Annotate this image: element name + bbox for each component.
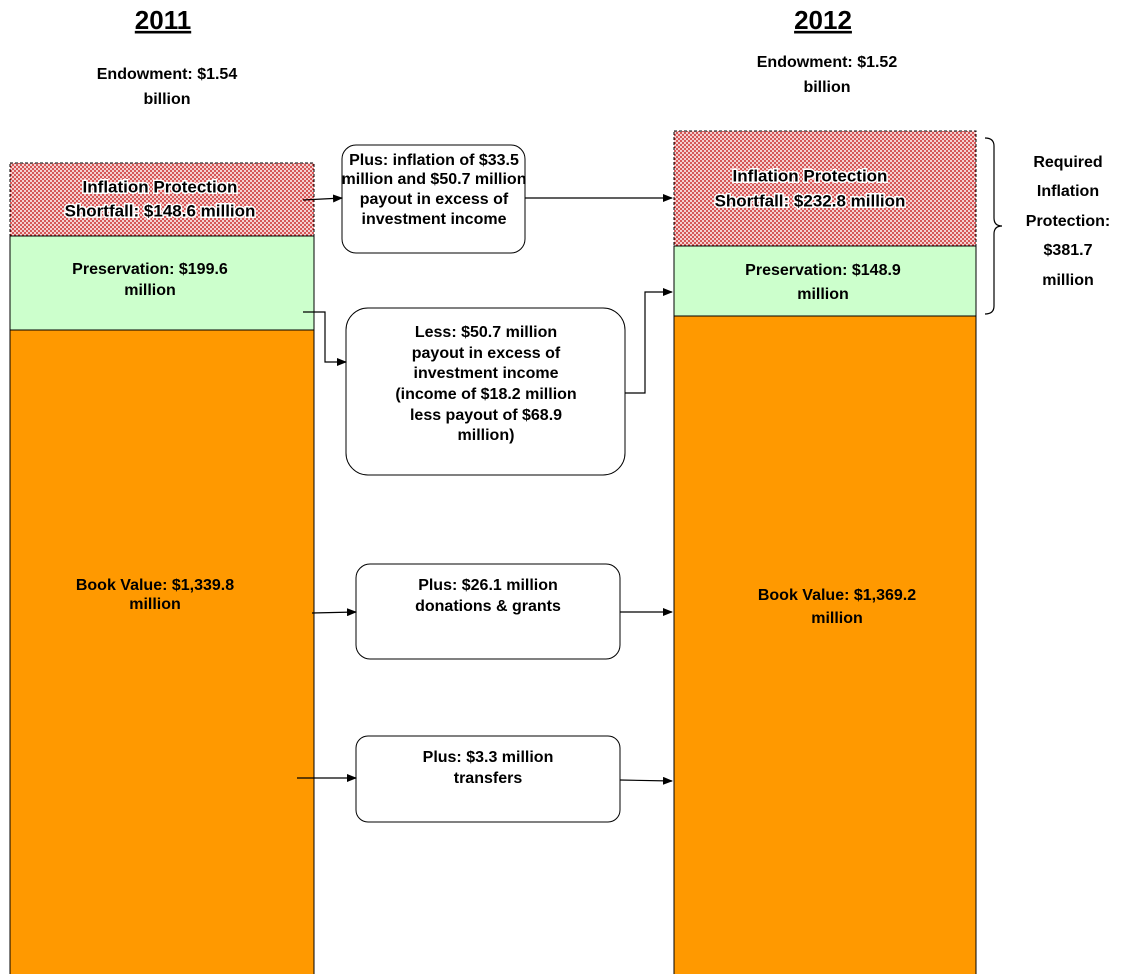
change-text: payout in excess of bbox=[360, 191, 509, 208]
year-title: 2012 bbox=[794, 5, 852, 35]
book-value-block bbox=[9, 329, 315, 974]
change-text: Less: $50.7 million bbox=[415, 324, 557, 341]
endowment-label: Endowment: $1.52 bbox=[757, 54, 898, 71]
change-text: Plus: $26.1 million bbox=[418, 577, 558, 594]
arrow bbox=[619, 776, 673, 785]
shortfall-block bbox=[673, 130, 977, 247]
book-value-label: Book Value: $1,339.8 bbox=[76, 577, 234, 594]
change-text: investment income bbox=[362, 211, 507, 228]
preservation-block bbox=[673, 245, 977, 317]
arrow bbox=[302, 194, 343, 203]
preservation-label: Preservation: $148.9 bbox=[745, 262, 901, 279]
change-text: donations & grants bbox=[415, 598, 561, 615]
preservation-label: million bbox=[797, 286, 849, 303]
bracket-label: $381.7 bbox=[1044, 242, 1093, 259]
book-value-label: million bbox=[811, 610, 863, 627]
preservation-label: million bbox=[124, 282, 176, 299]
change-text: million and $50.7 million bbox=[342, 171, 527, 188]
change-text: (income of $18.2 million bbox=[395, 386, 576, 403]
bracket-label: Required bbox=[1033, 154, 1102, 171]
bracket-label: million bbox=[1042, 272, 1094, 289]
shortfall-label: Shortfall: $148.6 million bbox=[65, 201, 256, 220]
shortfall-label: Shortfall: $232.8 million bbox=[715, 191, 906, 210]
book-value-label: million bbox=[129, 596, 181, 613]
arrow bbox=[311, 608, 357, 617]
change-text: Plus: $3.3 million bbox=[423, 749, 554, 766]
shortfall-block bbox=[9, 162, 315, 237]
book-value-label: Book Value: $1,369.2 bbox=[758, 587, 916, 604]
shortfall-label: Inflation Protection bbox=[733, 166, 888, 185]
change-text: investment income bbox=[414, 365, 559, 382]
book-value-block bbox=[673, 315, 977, 974]
preservation-block bbox=[9, 235, 315, 331]
bracket bbox=[984, 137, 1003, 315]
arrow bbox=[625, 288, 673, 394]
bracket-label: Protection: bbox=[1026, 213, 1110, 230]
change-text: million) bbox=[458, 427, 515, 444]
bracket-label: Inflation bbox=[1037, 183, 1099, 200]
preservation-label: Preservation: $199.6 bbox=[72, 261, 228, 278]
change-text: payout in excess of bbox=[412, 345, 561, 362]
arrow bbox=[303, 311, 347, 366]
change-text: less payout of $68.9 bbox=[410, 407, 562, 424]
shortfall-label: Inflation Protection bbox=[83, 177, 238, 196]
endowment-label: Endowment: $1.54 bbox=[97, 66, 238, 83]
endowment-label: billion bbox=[803, 79, 850, 96]
endowment-label: billion bbox=[143, 91, 190, 108]
change-box bbox=[345, 307, 626, 476]
year-title: 2011 bbox=[135, 5, 191, 35]
change-text: Plus: inflation of $33.5 bbox=[349, 152, 519, 169]
change-text: transfers bbox=[454, 770, 523, 787]
